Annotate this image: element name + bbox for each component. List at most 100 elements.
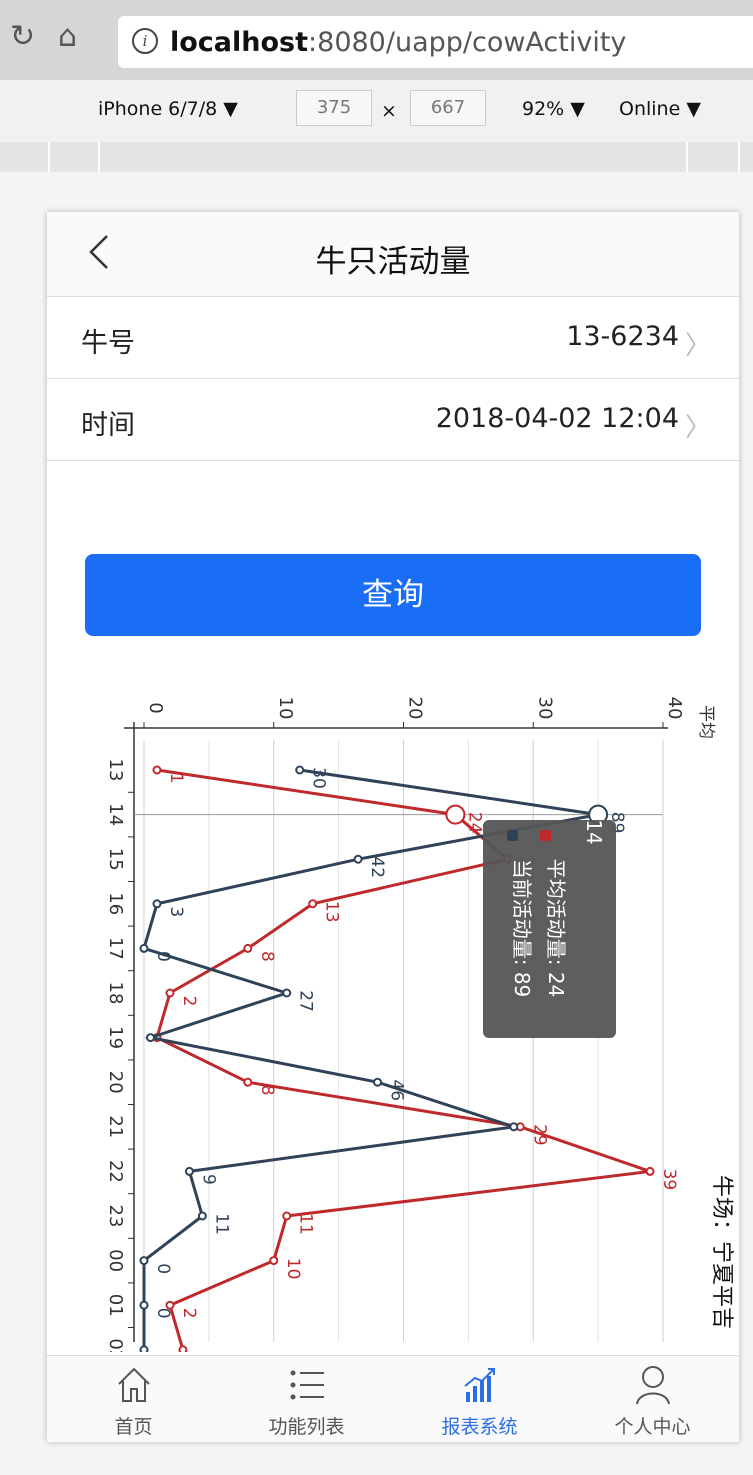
cow-number-row[interactable]: 牛号 13-6234 〉 <box>47 297 739 379</box>
axis-name-label: 平均 <box>696 705 716 739</box>
data-point <box>308 899 318 909</box>
address-bar[interactable]: i localhost:8080/uapp/cowActivity <box>118 16 753 68</box>
data-point <box>243 943 253 953</box>
data-point <box>295 765 305 775</box>
data-label: 13 <box>322 901 342 923</box>
tooltip-avg-swatch <box>540 830 551 841</box>
user-icon <box>636 1366 670 1405</box>
data-label: 3 <box>166 906 186 917</box>
data-point <box>152 899 162 909</box>
height-field[interactable]: 667 <box>410 90 486 126</box>
tab-function-list[interactable]: 功能列表 <box>220 1356 393 1442</box>
data-label: 39 <box>659 1169 679 1191</box>
category-label: 21 <box>105 1115 126 1138</box>
data-point <box>282 988 292 998</box>
data-label: 27 <box>296 990 316 1012</box>
data-label: 2 <box>179 1308 199 1319</box>
data-point <box>139 943 149 953</box>
tab-reports[interactable]: 报表系统 <box>393 1356 566 1442</box>
time-value: 2018-04-02 12:04 <box>435 403 679 434</box>
data-label: 24 <box>464 812 484 834</box>
tab-label: 功能列表 <box>268 1416 345 1438</box>
data-label: 0 <box>153 951 173 962</box>
category-label: 00 <box>105 1249 126 1272</box>
tab-profile[interactable]: 个人中心 <box>566 1356 739 1442</box>
back-icon[interactable] <box>81 230 125 274</box>
value-tick-label: 20 <box>405 697 426 720</box>
data-point <box>139 1345 149 1352</box>
category-label: 02 <box>105 1338 126 1352</box>
tooltip-avg-line: 平均活动量: 24 <box>544 859 568 998</box>
data-point <box>165 988 175 998</box>
category-label: 18 <box>105 982 126 1005</box>
home-icon <box>118 1367 150 1402</box>
tab-label: 首页 <box>114 1416 153 1438</box>
category-label: 13 <box>105 759 126 782</box>
value-tick-label: 0 <box>145 702 166 713</box>
times-sign: × <box>381 100 397 122</box>
data-point <box>509 1122 519 1132</box>
tooltip-title: 14 <box>582 819 606 844</box>
data-point <box>197 1211 207 1221</box>
data-point <box>178 1345 188 1352</box>
data-point <box>269 1256 279 1266</box>
category-label: 22 <box>105 1160 126 1183</box>
cow-number-value: 13-6234 <box>566 321 679 352</box>
data-point <box>282 1211 292 1221</box>
data-label: 2 <box>179 996 199 1007</box>
category-label: 01 <box>105 1294 126 1317</box>
tab-label: 报表系统 <box>441 1416 518 1438</box>
data-point <box>243 1077 253 1087</box>
data-point <box>165 1300 175 1310</box>
data-label: 1 <box>166 773 186 784</box>
tab-bar: 首页 功能列表 报表系统 个人中心 <box>47 1355 739 1442</box>
home-icon[interactable]: ⌂ <box>58 19 78 54</box>
data-label: 0 <box>153 1263 173 1274</box>
data-label: 42 <box>367 856 387 878</box>
data-label: 10 <box>283 1258 303 1280</box>
data-label: 11 <box>211 1213 231 1235</box>
nav-bar: 牛只活动量 <box>47 212 739 297</box>
tab-label: 个人中心 <box>614 1416 691 1438</box>
data-label: 29 <box>529 1124 549 1146</box>
data-point <box>353 854 363 864</box>
reload-icon[interactable]: ↻ <box>10 19 36 54</box>
farm-label: 牛场：宁夏平吉 <box>709 1175 734 1329</box>
tooltip-current-line: 当前活动量: 89 <box>510 859 534 998</box>
data-point <box>145 1033 155 1043</box>
data-point <box>445 804 466 825</box>
value-tick-label: 40 <box>664 697 685 720</box>
url-text: localhost:8080/uapp/cowActivity <box>170 27 627 58</box>
data-point <box>139 1300 149 1310</box>
network-select[interactable]: Online ▼ <box>619 98 701 120</box>
device-toolbar: iPhone 6/7/8 ▼ 375 × 667 92% ▼ Online ▼ <box>0 80 753 143</box>
list-icon <box>290 1370 324 1400</box>
browser-toolbar: ↻ ⌂ i localhost:8080/uapp/cowActivity <box>0 0 753 80</box>
query-button[interactable]: 查询 <box>85 554 701 636</box>
data-label: 11 <box>296 1213 316 1235</box>
data-label: 8 <box>257 951 277 962</box>
zoom-select[interactable]: 92% ▼ <box>522 98 585 120</box>
info-icon[interactable]: i <box>132 28 158 54</box>
tooltip-current-swatch <box>507 830 518 841</box>
category-label: 14 <box>105 803 126 826</box>
data-label: 30 <box>309 767 329 789</box>
chevron-right-icon: 〉 <box>684 413 711 443</box>
category-label: 20 <box>105 1071 126 1094</box>
page-title: 牛只活动量 <box>315 244 471 280</box>
data-point <box>184 1166 194 1176</box>
category-label: 16 <box>105 892 126 915</box>
device-select[interactable]: iPhone 6/7/8 ▼ <box>98 98 238 120</box>
data-label: 0 <box>153 1308 173 1319</box>
data-point <box>373 1077 383 1087</box>
media-query-bar <box>0 142 753 172</box>
data-point <box>152 765 162 775</box>
activity-chart: 0102030401314151617181920212223000102031… <box>105 697 734 1352</box>
time-row[interactable]: 时间 2018-04-02 12:04 〉 <box>47 379 739 461</box>
width-field[interactable]: 375 <box>296 90 372 126</box>
value-tick-label: 30 <box>534 697 555 720</box>
category-label: 17 <box>105 937 126 960</box>
cow-number-label: 牛号 <box>81 328 135 359</box>
bar-chart-icon <box>464 1368 495 1402</box>
tab-home[interactable]: 首页 <box>47 1356 220 1442</box>
